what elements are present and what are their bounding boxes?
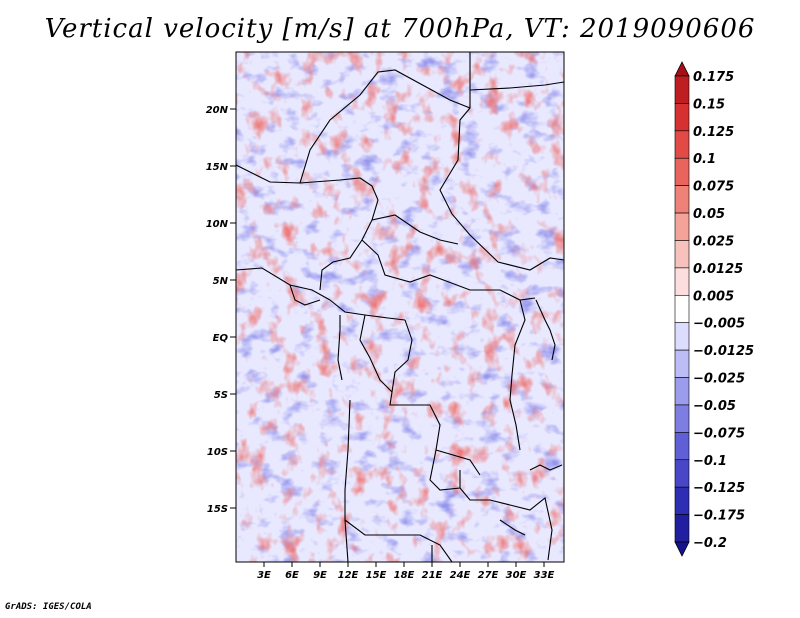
colorbar-label: −0.005	[693, 317, 745, 332]
colorbar-segment	[674, 404, 690, 433]
colorbar-segment	[674, 514, 690, 543]
colorbar-label: −0.1	[693, 454, 727, 469]
map-frame	[235, 51, 565, 563]
colorbar-segment	[674, 130, 690, 159]
lon-label: 24E	[450, 570, 471, 581]
colorbar-segment	[674, 185, 690, 214]
map-field	[236, 52, 564, 562]
credit-text: GrADS: IGES/COLA	[5, 602, 92, 612]
lat-label: 20N	[206, 105, 229, 116]
colorbar-label: 0.005	[693, 289, 734, 304]
colorbar-label: −0.075	[693, 426, 745, 441]
colorbar-segment	[674, 267, 690, 296]
colorbar-label: 0.175	[693, 70, 734, 85]
colorbar-label: −0.0125	[693, 344, 754, 359]
lat-label: 10N	[206, 219, 229, 230]
colorbar-segment	[674, 541, 690, 557]
country-borders	[236, 52, 564, 562]
colorbar-segment	[674, 240, 690, 269]
lat-label: 5N	[213, 276, 229, 287]
lon-label: 30E	[506, 570, 527, 581]
colorbar-segment	[674, 459, 690, 488]
lat-label: 10S	[207, 447, 228, 458]
colorbar-label: −0.05	[693, 399, 736, 414]
lon-label: 6E	[285, 570, 299, 581]
lat-label: 15S	[207, 504, 228, 515]
colorbar-segment	[674, 377, 690, 406]
colorbar-segment	[674, 486, 690, 515]
lon-label: 15E	[366, 570, 387, 581]
lon-label: 9E	[313, 570, 327, 581]
map-title: Vertical velocity [m/s] at 700hPa, VT: 2…	[44, 14, 756, 44]
colorbar-label: 0.15	[693, 97, 725, 112]
lon-label: 3E	[257, 570, 271, 581]
lon-label: 18E	[394, 570, 415, 581]
lon-label: 27E	[478, 570, 499, 581]
colorbar-segment	[674, 322, 690, 351]
colorbar-segment	[674, 61, 690, 77]
lat-label: 5S	[214, 390, 228, 401]
colorbar-segment	[674, 349, 690, 378]
latitude-axis	[230, 108, 236, 509]
colorbar-label: −0.175	[693, 509, 745, 524]
colorbar-label: 0.075	[693, 180, 734, 195]
colorbar: 0.175 0.15 0.125 0.1 0.075 0.05 0.025 0.0125 0.0…	[674, 61, 754, 557]
colorbar-label: 0.0125	[693, 262, 743, 277]
colorbar-segment	[674, 75, 690, 104]
colorbar-label: −0.025	[693, 372, 745, 387]
colorbar-segment	[674, 157, 690, 186]
colorbar-label: 0.125	[693, 125, 734, 140]
lat-label: EQ	[213, 333, 229, 344]
colorbar-segment	[674, 432, 690, 461]
longitude-axis	[263, 562, 545, 567]
lat-label: 15N	[206, 162, 229, 173]
colorbar-label: −0.2	[693, 536, 727, 551]
colorbar-label: −0.125	[693, 481, 745, 496]
colorbar-segment	[674, 212, 690, 241]
lon-label: 33E	[534, 570, 555, 581]
colorbar-segment	[674, 103, 690, 132]
lon-label: 12E	[338, 570, 359, 581]
colorbar-label: 0.025	[693, 234, 734, 249]
latitude-labels: 20N 15N 10N 5N EQ 5S 10S 15S	[206, 105, 229, 515]
longitude-labels: 3E 6E 9E 12E 15E 18E 21E 24E 27E 30E 33E	[257, 570, 554, 581]
colorbar-label: 0.05	[693, 207, 725, 222]
colorbar-segment	[674, 294, 690, 324]
colorbar-label: 0.1	[693, 152, 716, 167]
lon-label: 21E	[422, 570, 443, 581]
